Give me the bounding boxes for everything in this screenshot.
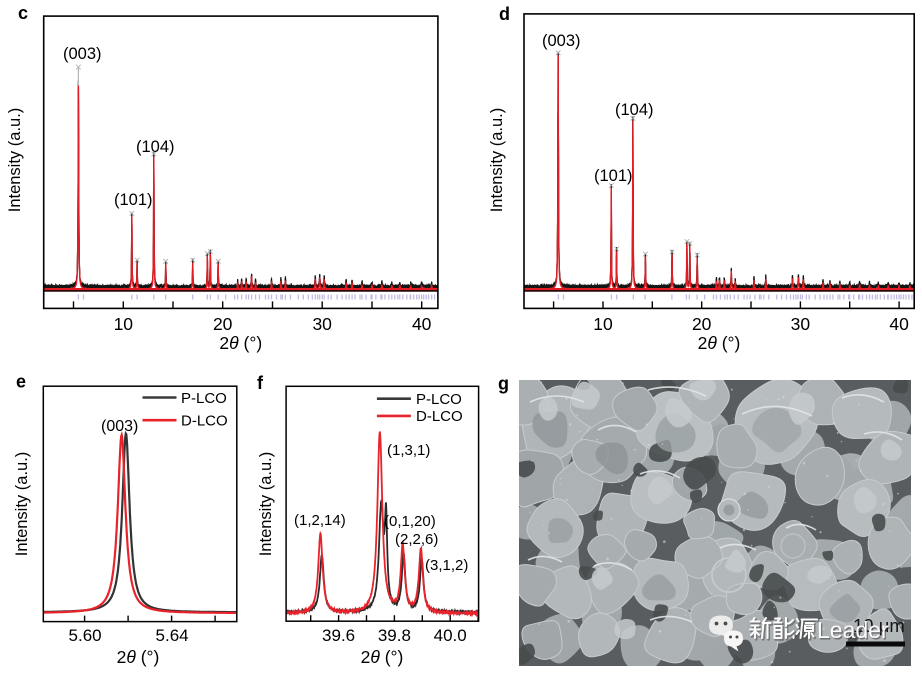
svg-text:(0,1,20): (0,1,20) [384, 513, 436, 530]
svg-text:Intensity (a.u.): Intensity (a.u.) [13, 452, 31, 557]
svg-text:g: g [498, 374, 509, 394]
svg-text:Leader: Leader [818, 618, 890, 644]
svg-text:D-LCO: D-LCO [181, 413, 228, 430]
svg-text:2θ (°): 2θ (°) [117, 647, 160, 667]
svg-text:Intensity (a.u.): Intensity (a.u.) [257, 452, 275, 557]
svg-text:20: 20 [692, 314, 712, 334]
svg-text:30: 30 [791, 314, 811, 334]
svg-text:40.0: 40.0 [434, 626, 467, 645]
svg-text:2θ (°): 2θ (°) [361, 647, 404, 667]
svg-text:20: 20 [213, 314, 233, 334]
svg-text:P-LCO: P-LCO [181, 390, 227, 407]
svg-text:(1,3,1): (1,3,1) [387, 442, 430, 459]
svg-text:10: 10 [114, 314, 134, 334]
svg-text:(3,1,2): (3,1,2) [425, 557, 468, 574]
svg-text:Intensity (a.u.): Intensity (a.u.) [488, 108, 506, 213]
svg-text:(1,2,14): (1,2,14) [294, 512, 346, 529]
svg-text:2θ (°): 2θ (°) [219, 333, 262, 353]
svg-text:(104): (104) [615, 101, 654, 119]
svg-text:c: c [18, 3, 28, 23]
svg-text:(101): (101) [594, 167, 633, 185]
svg-text:P-LCO: P-LCO [416, 391, 462, 408]
svg-text:f: f [257, 373, 264, 393]
svg-text:(003): (003) [101, 418, 138, 435]
svg-text:39.8: 39.8 [378, 626, 411, 645]
svg-text:5.64: 5.64 [156, 626, 189, 645]
svg-text:39.6: 39.6 [322, 626, 355, 645]
svg-text:Leader: Leader [817, 617, 889, 643]
svg-text:40: 40 [412, 314, 432, 334]
svg-text:5.60: 5.60 [69, 626, 102, 645]
svg-text:(104): (104) [136, 138, 175, 156]
svg-text:(2,2,6): (2,2,6) [395, 531, 438, 548]
svg-text:40: 40 [889, 314, 909, 334]
svg-text:10: 10 [593, 314, 613, 334]
svg-text:(003): (003) [63, 45, 102, 63]
svg-text:(101): (101) [114, 191, 153, 209]
svg-text:30: 30 [312, 314, 332, 334]
svg-text:10 μm: 10 μm [853, 615, 905, 636]
svg-text:D-LCO: D-LCO [416, 408, 463, 425]
svg-text:2θ (°): 2θ (°) [698, 333, 741, 353]
svg-text:d: d [499, 4, 510, 24]
svg-text:Intensity (a.u.): Intensity (a.u.) [6, 108, 24, 213]
svg-text:e: e [16, 372, 26, 392]
svg-text:(003): (003) [542, 32, 581, 50]
